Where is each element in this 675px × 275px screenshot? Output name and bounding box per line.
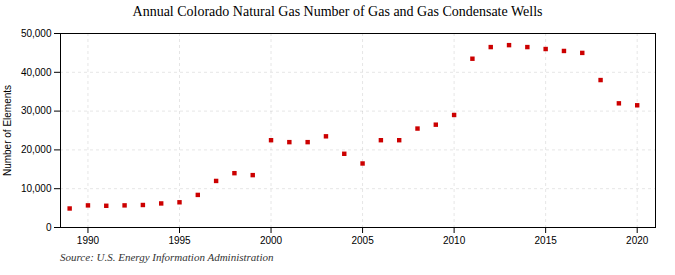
svg-text:20,000: 20,000 <box>21 144 52 155</box>
svg-text:40,000: 40,000 <box>21 66 52 77</box>
svg-text:2000: 2000 <box>260 234 283 245</box>
svg-text:2015: 2015 <box>535 234 558 245</box>
svg-text:2010: 2010 <box>443 234 466 245</box>
svg-text:50,000: 50,000 <box>21 27 52 38</box>
svg-text:30,000: 30,000 <box>21 105 52 116</box>
svg-text:2020: 2020 <box>626 234 649 245</box>
html-text:Source: U.S. Energy Informatio: Source: U.S. Energy Information Administ… <box>60 250 274 263</box>
svg-text:1995: 1995 <box>168 234 191 245</box>
html-text:Annual Colorado Natural Gas Nu: Annual Colorado Natural Gas Number of Ga… <box>132 4 543 19</box>
svg-text:2005: 2005 <box>351 234 374 245</box>
svg-text:0: 0 <box>46 221 52 232</box>
svg-text:10,000: 10,000 <box>21 183 52 194</box>
svg-text:1990: 1990 <box>77 234 100 245</box>
svg-text:Number of Elements: Number of Elements <box>2 85 13 176</box>
